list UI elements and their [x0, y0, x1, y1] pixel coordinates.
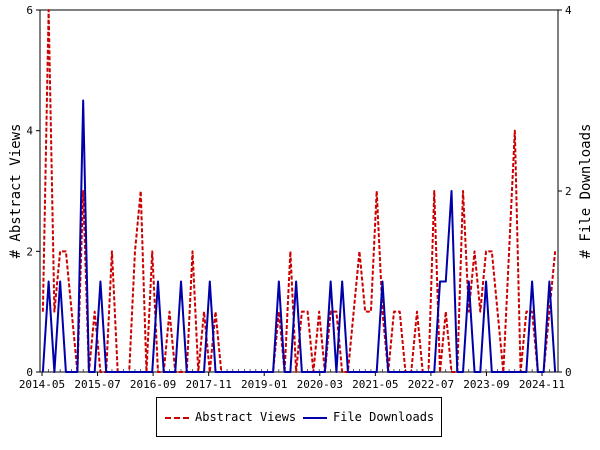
legend-swatch-abstract-views: [165, 416, 189, 419]
x-tick-label: 2022-07: [408, 378, 454, 391]
legend-label-file-downloads: File Downloads: [333, 410, 435, 424]
x-tick-label: 2024-11: [519, 378, 565, 391]
x-tick-label: 2015-07: [74, 378, 120, 391]
y-axis-left: 0 2 4 6: [26, 4, 40, 379]
x-tick-label: 2014-05: [19, 378, 65, 391]
y-axis-right-title: # File Downloads: [578, 124, 594, 259]
y-right-tick-label: 0: [565, 366, 572, 379]
y-left-tick-label: 2: [26, 245, 33, 258]
legend-swatch-file-downloads: [303, 416, 327, 419]
legend-item-abstract-views: Abstract Views: [165, 410, 296, 424]
series-layer: [41, 9, 557, 373]
x-tick-label: 2016-09: [130, 378, 176, 391]
x-axis: 2014-05 2015-07 2016-09 2017-11 2019-01 2020-…: [19, 372, 565, 391]
x-tick-label: 2020-03: [297, 378, 343, 391]
x-tick-label: 2023-09: [463, 378, 509, 391]
x-tick-label: 2021-05: [352, 378, 398, 391]
legend: Abstract Views File Downloads: [156, 397, 442, 437]
x-tick-label: 2017-11: [185, 378, 231, 391]
y-axis-left-title: # Abstract Views: [8, 124, 24, 259]
y-left-tick-label: 4: [26, 125, 33, 138]
legend-item-file-downloads: File Downloads: [303, 410, 434, 424]
y-axis-right: 0 2 4: [558, 4, 572, 379]
series-line-1: [41, 99, 557, 373]
y-left-tick-label: 0: [26, 366, 33, 379]
y-right-tick-label: 2: [565, 185, 572, 198]
x-tick-label: 2019-01: [241, 378, 287, 391]
legend-label-abstract-views: Abstract Views: [195, 410, 297, 424]
y-left-tick-label: 6: [26, 4, 33, 17]
y-right-tick-label: 4: [565, 4, 572, 17]
